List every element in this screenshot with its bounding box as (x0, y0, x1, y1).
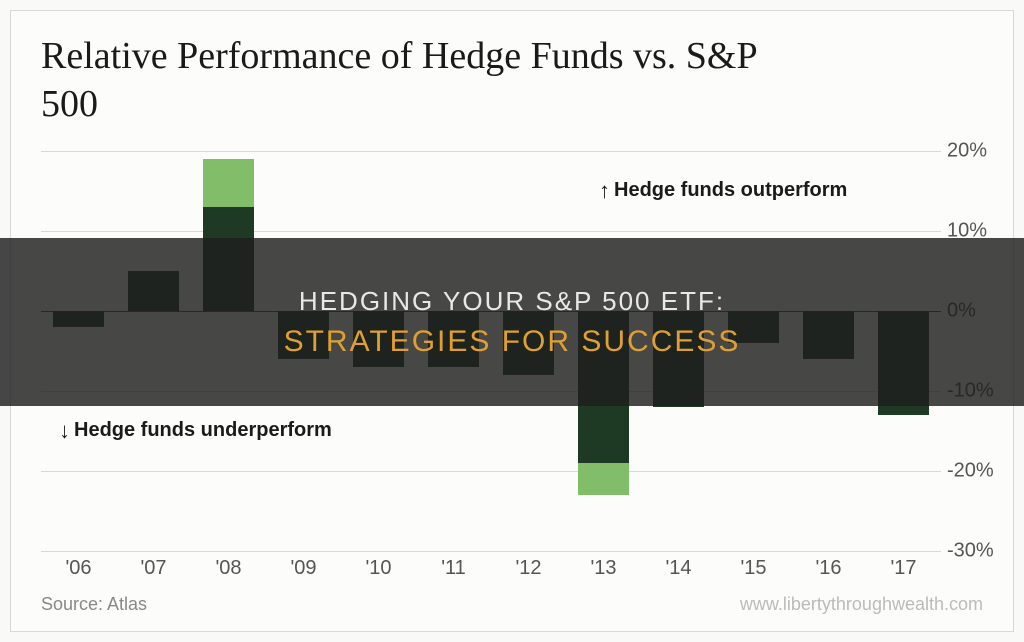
y-tick-label: 20% (947, 140, 1024, 163)
source-label: Source: Atlas (41, 594, 147, 615)
x-tick-label: '09 (290, 557, 316, 580)
x-tick-label: '17 (890, 557, 916, 580)
annotation-underperform: ↓ Hedge funds underperform (59, 419, 332, 442)
annotation-outperform-text: Hedge funds outperform (614, 179, 847, 202)
grid-line (41, 471, 941, 472)
x-tick-label: '11 (441, 557, 466, 580)
x-tick-label: '16 (815, 557, 841, 580)
grid-line (41, 551, 941, 552)
chart-title: Relative Performance of Hedge Funds vs. … (41, 33, 761, 128)
x-tick-label: '13 (590, 557, 616, 580)
arrow-up-icon: ↑ (599, 180, 610, 202)
overlay-line2: STRATEGIES FOR SUCCESS (284, 325, 741, 359)
grid-line (41, 151, 941, 152)
site-label: www.libertythroughwealth.com (740, 594, 983, 615)
y-tick-label: -20% (947, 460, 1024, 483)
x-tick-label: '07 (140, 557, 166, 580)
x-tick-label: '08 (215, 557, 241, 580)
title-overlay: HEDGING YOUR S&P 500 ETF: STRATEGIES FOR… (0, 238, 1024, 406)
x-tick-label: '10 (365, 557, 391, 580)
bar-light (578, 463, 629, 495)
grid-line (41, 231, 941, 232)
annotation-underperform-text: Hedge funds underperform (74, 419, 332, 442)
annotation-outperform: ↑ Hedge funds outperform (599, 179, 847, 202)
x-tick-label: '14 (665, 557, 691, 580)
x-tick-label: '15 (740, 557, 766, 580)
arrow-down-icon: ↓ (59, 420, 70, 442)
x-tick-label: '12 (515, 557, 541, 580)
x-tick-label: '06 (65, 557, 91, 580)
bar-light (203, 159, 254, 207)
overlay-line1: HEDGING YOUR S&P 500 ETF: (299, 286, 725, 317)
y-tick-label: -30% (947, 540, 1024, 563)
